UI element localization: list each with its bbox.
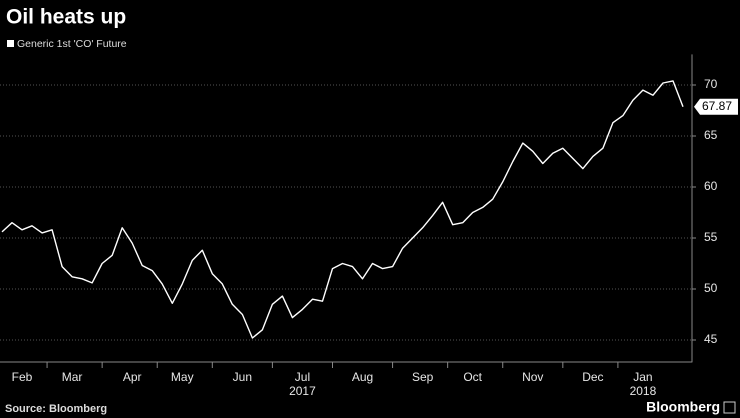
y-tick-label: 55 <box>704 230 718 244</box>
x-tick-label: Nov <box>522 370 543 384</box>
logo-icon <box>723 401 736 414</box>
y-tick-label: 50 <box>704 281 718 295</box>
x-tick-label: Mar <box>62 370 83 384</box>
y-tick-label: 65 <box>704 128 718 142</box>
series-line <box>1 80 684 339</box>
x-tick-label: Dec <box>582 370 603 384</box>
x-tick-label: Jun <box>233 370 252 384</box>
y-tick-label: 45 <box>704 332 718 346</box>
x-tick-label: May <box>171 370 194 384</box>
x-tick-label: Aug <box>352 370 373 384</box>
logo: Bloomberg <box>646 399 720 415</box>
y-tick-label: 70 <box>704 77 718 91</box>
source: Source: Bloomberg <box>5 403 107 415</box>
last-value-label: 67.87 <box>702 99 732 113</box>
legend-swatch <box>7 40 14 47</box>
x-year-label: 2018 <box>630 384 657 398</box>
x-tick-label: Oct <box>463 370 482 384</box>
legend-label: Generic 1st 'CO' Future <box>17 38 127 50</box>
chart-title: Oil heats up <box>6 6 126 29</box>
x-tick-label: Sep <box>412 370 434 384</box>
x-tick-label: Jul <box>295 370 310 384</box>
x-tick-label: Feb <box>12 370 33 384</box>
x-tick-label: Apr <box>123 370 142 384</box>
y-tick-label: 60 <box>704 179 718 193</box>
x-year-label: 2017 <box>289 384 316 398</box>
x-tick-label: Jan <box>633 370 652 384</box>
last-value-box <box>694 98 738 115</box>
